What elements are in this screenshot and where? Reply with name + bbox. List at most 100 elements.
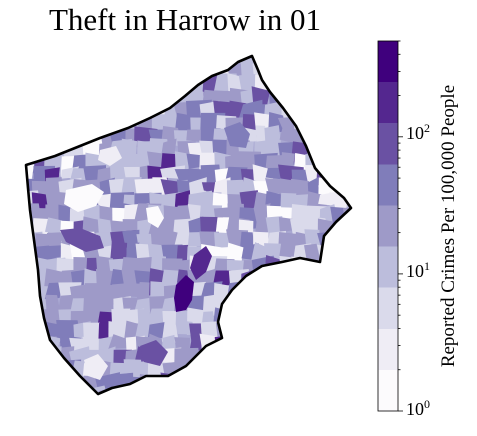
ward-area xyxy=(356,178,375,205)
ward-area xyxy=(277,310,301,329)
ward-area xyxy=(329,360,349,384)
ward-area xyxy=(290,88,316,109)
ward-area xyxy=(304,295,322,320)
ward-area xyxy=(26,56,38,67)
ward-area xyxy=(347,282,351,304)
ward-area xyxy=(224,122,250,148)
ward-area xyxy=(44,359,61,376)
ward-area xyxy=(264,282,291,309)
ward-area xyxy=(70,73,97,96)
ward-area xyxy=(69,386,85,394)
ward-area xyxy=(331,151,351,175)
ward-area xyxy=(45,126,62,149)
ward-area xyxy=(85,99,110,118)
ward-area xyxy=(82,56,102,70)
ward-area xyxy=(239,359,259,383)
ward-area xyxy=(278,268,303,290)
ward-area xyxy=(291,73,315,99)
ward-area xyxy=(344,334,351,360)
ward-area xyxy=(317,320,341,341)
ward-area xyxy=(342,295,351,314)
ward-area xyxy=(146,206,164,228)
ward-area xyxy=(290,333,308,360)
ward-area xyxy=(70,100,94,123)
ward-area xyxy=(176,244,190,263)
ward-area xyxy=(34,386,51,394)
ward-area xyxy=(316,87,334,109)
ward-area xyxy=(329,73,349,97)
ward-area xyxy=(355,245,379,264)
ward-area xyxy=(190,246,212,280)
ward-area xyxy=(331,140,346,161)
ward-area xyxy=(268,387,287,394)
ward-area xyxy=(108,334,127,349)
ward-area xyxy=(345,100,351,118)
ward-area xyxy=(199,360,225,381)
ward-area xyxy=(345,151,351,179)
ward-area xyxy=(56,73,78,98)
ward-area xyxy=(306,309,331,323)
ward-area xyxy=(330,101,351,120)
ward-area xyxy=(359,285,380,299)
ward-area xyxy=(57,112,80,137)
ward-area xyxy=(45,113,62,129)
ward-area xyxy=(253,375,273,392)
ward-area xyxy=(330,334,347,358)
ward-area xyxy=(44,88,70,104)
ward-area xyxy=(342,143,351,167)
ward-area xyxy=(316,142,342,164)
ward-area xyxy=(316,389,336,394)
ward-area xyxy=(111,76,125,94)
ward-area xyxy=(190,372,213,394)
ward-area xyxy=(359,74,373,91)
ward-area xyxy=(292,359,311,381)
ward-area xyxy=(200,56,226,69)
ward-area xyxy=(331,56,351,71)
ward-area xyxy=(162,76,185,92)
ward-area xyxy=(342,322,351,343)
ward-area xyxy=(189,363,209,383)
ward-area xyxy=(26,86,38,109)
ward-area xyxy=(26,75,35,92)
ward-area xyxy=(238,283,262,307)
ward-area xyxy=(124,387,146,394)
ward-area xyxy=(173,56,196,73)
ward-area xyxy=(305,385,319,394)
ward-area xyxy=(278,56,299,70)
colorbar-ticks xyxy=(398,40,403,412)
ward-area xyxy=(358,232,374,251)
ward-area xyxy=(73,112,93,138)
ward-area xyxy=(355,203,376,218)
ward-area xyxy=(64,184,104,212)
ward-area xyxy=(212,386,233,394)
ward-area xyxy=(305,272,329,293)
ward-area xyxy=(256,307,277,324)
ward-area xyxy=(342,270,351,289)
ward-area xyxy=(136,101,151,115)
ward-area xyxy=(121,62,142,75)
ward-area xyxy=(124,320,139,342)
ward-area xyxy=(280,321,305,341)
ward-area xyxy=(252,360,278,384)
ward-area xyxy=(356,130,379,148)
ward-area xyxy=(30,86,50,109)
ward-area xyxy=(265,269,292,287)
ward-area xyxy=(200,348,223,372)
ward-area xyxy=(303,348,326,368)
ward-area xyxy=(265,334,289,349)
ward-area xyxy=(123,73,143,99)
ward-area xyxy=(109,101,133,123)
ward-area xyxy=(251,86,271,106)
ward-area xyxy=(32,218,50,235)
ward-area xyxy=(57,387,76,394)
ward-area xyxy=(60,228,104,252)
ward-area xyxy=(173,372,198,394)
ward-area xyxy=(148,374,174,394)
ward-area xyxy=(278,385,304,394)
ward-area xyxy=(317,295,341,314)
ward-area xyxy=(305,87,327,111)
ward-area xyxy=(26,102,38,125)
ward-area xyxy=(26,346,38,365)
ward-area xyxy=(279,359,299,385)
